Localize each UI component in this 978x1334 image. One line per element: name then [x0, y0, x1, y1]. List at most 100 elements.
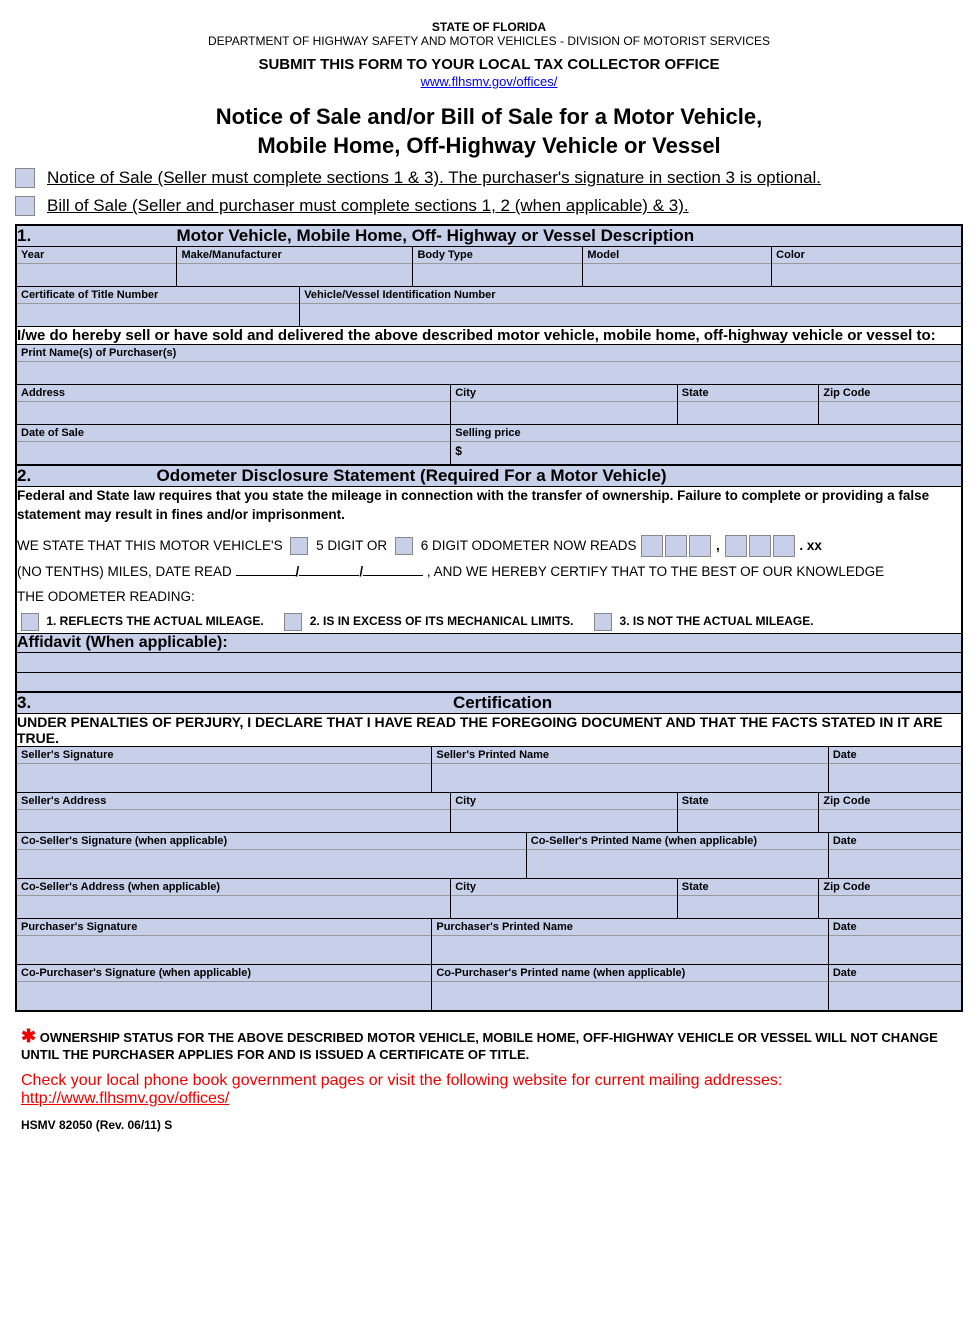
- address-label: Address: [17, 385, 450, 402]
- zip-input[interactable]: [819, 402, 961, 424]
- odo-digit[interactable]: [773, 535, 795, 557]
- seller-sig-label: Seller's Signature: [17, 747, 431, 764]
- vin-label: Vehicle/Vessel Identification Number: [300, 287, 961, 304]
- main-form-table: 1. Motor Vehicle, Mobile Home, Off- High…: [15, 224, 963, 1012]
- red-note: Check your local phone book government p…: [15, 1072, 963, 1108]
- bill-label: Bill of Sale (Seller and purchaser must …: [47, 196, 689, 216]
- submit-line: SUBMIT THIS FORM TO YOUR LOCAL TAX COLLE…: [15, 56, 963, 73]
- make-label: Make/Manufacturer: [177, 247, 412, 264]
- actual-mileage-checkbox[interactable]: [21, 613, 39, 631]
- bill-checkbox[interactable]: [15, 196, 35, 216]
- coseller-state-label: State: [678, 879, 819, 896]
- odo-digit[interactable]: [665, 535, 687, 557]
- city-label: City: [451, 385, 677, 402]
- notice-checkbox[interactable]: [15, 168, 35, 188]
- coseller-zip-input[interactable]: [819, 896, 961, 918]
- make-input[interactable]: [177, 264, 412, 286]
- bill-of-sale-row: Bill of Sale (Seller and purchaser must …: [15, 196, 963, 216]
- date-day[interactable]: [299, 562, 359, 576]
- copurch-date-label: Date: [829, 965, 961, 982]
- coseller-city-label: City: [451, 879, 677, 896]
- seller-date-label: Date: [829, 747, 961, 764]
- affidavit-line1[interactable]: [16, 652, 962, 672]
- purch-sig-input[interactable]: [17, 936, 431, 964]
- five-digit-checkbox[interactable]: [290, 537, 308, 555]
- offices-link[interactable]: www.flhsmv.gov/offices/: [421, 74, 558, 89]
- coseller-date-label: Date: [829, 833, 961, 850]
- six-digit-checkbox[interactable]: [395, 537, 413, 555]
- seller-state-input[interactable]: [678, 810, 819, 832]
- date-label: Date of Sale: [17, 425, 450, 442]
- state-input[interactable]: [678, 402, 819, 424]
- purchaser-input[interactable]: [17, 362, 961, 384]
- year-input[interactable]: [17, 264, 176, 286]
- odo-digit[interactable]: [641, 535, 663, 557]
- coseller-zip-label: Zip Code: [819, 879, 961, 896]
- purchaser-label: Print Name(s) of Purchaser(s): [17, 345, 961, 362]
- offices-link-footer[interactable]: http://www.flhsmv.gov/offices/: [21, 1090, 229, 1107]
- not-actual-checkbox[interactable]: [594, 613, 612, 631]
- dept-line: DEPARTMENT OF HIGHWAY SAFETY AND MOTOR V…: [15, 34, 963, 48]
- seller-name-input[interactable]: [432, 764, 827, 792]
- price-label: Selling price: [451, 425, 961, 442]
- price-input[interactable]: $: [451, 442, 961, 464]
- star-icon: ✱: [21, 1026, 36, 1046]
- notice-label: Notice of Sale (Seller must complete sec…: [47, 168, 821, 188]
- purch-date-input[interactable]: [829, 936, 961, 964]
- seller-zip-input[interactable]: [819, 810, 961, 832]
- date-year[interactable]: [363, 562, 423, 576]
- coseller-state-input[interactable]: [678, 896, 819, 918]
- vehicle-row2: Certificate of Title Number Vehicle/Vess…: [17, 287, 961, 326]
- odo-digit[interactable]: [749, 535, 771, 557]
- section1-header: 1. Motor Vehicle, Mobile Home, Off- High…: [16, 225, 962, 247]
- color-label: Color: [772, 247, 961, 264]
- seller-sig-input[interactable]: [17, 764, 431, 792]
- body-input[interactable]: [413, 264, 582, 286]
- cert-declare: UNDER PENALTIES OF PERJURY, I DECLARE TH…: [16, 714, 962, 747]
- color-input[interactable]: [772, 264, 961, 286]
- odo-digit[interactable]: [689, 535, 711, 557]
- state-label: State: [678, 385, 819, 402]
- city-input[interactable]: [451, 402, 677, 424]
- coseller-date-input[interactable]: [829, 850, 961, 878]
- copurch-name-input[interactable]: [432, 982, 827, 1010]
- odo-digit[interactable]: [725, 535, 747, 557]
- copurch-sig-label: Co-Purchaser's Signature (when applicabl…: [17, 965, 431, 982]
- coseller-addr-input[interactable]: [17, 896, 450, 918]
- seller-name-label: Seller's Printed Name: [432, 747, 827, 764]
- body-label: Body Type: [413, 247, 582, 264]
- copurch-sig-input[interactable]: [17, 982, 431, 1010]
- coseller-city-input[interactable]: [451, 896, 677, 918]
- address-row: Address City State Zip Code: [17, 385, 961, 424]
- affidavit-header: Affidavit (When applicable):: [16, 633, 962, 652]
- coseller-sig-input[interactable]: [17, 850, 526, 878]
- excess-limits-checkbox[interactable]: [284, 613, 302, 631]
- copurch-date-input[interactable]: [829, 982, 961, 1010]
- form-header: STATE OF FLORIDA DEPARTMENT OF HIGHWAY S…: [15, 20, 963, 160]
- date-month[interactable]: [236, 562, 296, 576]
- cert-label: Certificate of Title Number: [17, 287, 299, 304]
- date-input[interactable]: [17, 442, 450, 464]
- vin-input[interactable]: [300, 304, 961, 326]
- address-input[interactable]: [17, 402, 450, 424]
- purch-name-input[interactable]: [432, 936, 827, 964]
- seller-date-input[interactable]: [829, 764, 961, 792]
- coseller-name-label: Co-Seller's Printed Name (when applicabl…: [527, 833, 828, 850]
- ownership-footnote: ✱ OWNERSHIP STATUS FOR THE ABOVE DESCRIB…: [15, 1026, 963, 1062]
- model-label: Model: [583, 247, 771, 264]
- date-price-row: Date of Sale Selling price$: [17, 425, 961, 464]
- cert-input[interactable]: [17, 304, 299, 326]
- form-id: HSMV 82050 (Rev. 06/11) S: [15, 1118, 963, 1132]
- model-input[interactable]: [583, 264, 771, 286]
- zip-label: Zip Code: [819, 385, 961, 402]
- state-line: STATE OF FLORIDA: [15, 20, 963, 34]
- seller-city-label: City: [451, 793, 677, 810]
- coseller-name-input[interactable]: [527, 850, 828, 878]
- coseller-addr-label: Co-Seller's Address (when applicable): [17, 879, 450, 896]
- coseller-sig-label: Co-Seller's Signature (when applicable): [17, 833, 526, 850]
- purch-date-label: Date: [829, 919, 961, 936]
- section2-header: 2. Odometer Disclosure Statement (Requir…: [16, 465, 962, 487]
- seller-addr-input[interactable]: [17, 810, 450, 832]
- affidavit-line2[interactable]: [16, 672, 962, 692]
- seller-city-input[interactable]: [451, 810, 677, 832]
